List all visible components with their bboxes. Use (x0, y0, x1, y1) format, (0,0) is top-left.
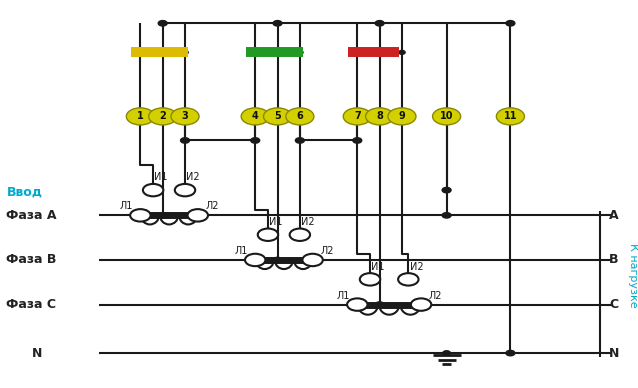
Circle shape (411, 298, 431, 311)
Text: Л1: Л1 (234, 246, 248, 256)
Text: N: N (32, 346, 42, 360)
Text: Л1: Л1 (336, 291, 350, 301)
Text: 6: 6 (297, 111, 303, 121)
Text: И2: И2 (186, 172, 200, 182)
Text: Фаза A: Фаза A (6, 209, 57, 222)
Circle shape (241, 108, 269, 125)
Text: B: B (609, 253, 619, 267)
Circle shape (251, 138, 260, 143)
Circle shape (182, 50, 188, 54)
Circle shape (290, 229, 310, 241)
Circle shape (496, 108, 524, 125)
Text: 8: 8 (376, 111, 383, 121)
Circle shape (286, 108, 314, 125)
Text: И2: И2 (410, 262, 423, 272)
Circle shape (263, 108, 292, 125)
Circle shape (143, 184, 163, 196)
Circle shape (258, 229, 278, 241)
Circle shape (399, 50, 405, 54)
Circle shape (360, 273, 380, 286)
Text: 3: 3 (182, 111, 188, 121)
Circle shape (188, 209, 208, 222)
Circle shape (443, 351, 450, 355)
Text: 11: 11 (503, 111, 517, 121)
Circle shape (245, 254, 265, 266)
Circle shape (388, 108, 416, 125)
Circle shape (302, 254, 323, 266)
Circle shape (442, 213, 451, 218)
Text: 4: 4 (252, 111, 258, 121)
Text: И1: И1 (154, 172, 168, 182)
Circle shape (343, 108, 371, 125)
Text: A: A (609, 209, 619, 222)
Circle shape (295, 138, 304, 143)
Circle shape (158, 213, 167, 218)
Circle shape (347, 298, 367, 311)
Text: Л1: Л1 (119, 201, 133, 211)
Circle shape (158, 21, 167, 26)
Text: 9: 9 (399, 111, 405, 121)
Circle shape (354, 50, 360, 54)
Text: C: C (609, 298, 618, 311)
Text: И1: И1 (371, 262, 385, 272)
Circle shape (353, 138, 362, 143)
Circle shape (252, 50, 258, 54)
Text: Л2: Л2 (320, 246, 334, 256)
Circle shape (126, 108, 154, 125)
Circle shape (137, 50, 144, 54)
Text: N: N (609, 346, 619, 360)
Circle shape (158, 50, 167, 55)
Text: И1: И1 (269, 217, 283, 227)
Text: 5: 5 (274, 111, 281, 121)
Text: Л2: Л2 (205, 201, 219, 211)
Text: Л2: Л2 (429, 291, 442, 301)
Circle shape (398, 273, 419, 286)
Circle shape (297, 50, 303, 54)
Circle shape (171, 108, 199, 125)
Circle shape (506, 21, 515, 26)
Circle shape (130, 209, 151, 222)
Circle shape (366, 108, 394, 125)
Text: 2: 2 (160, 111, 166, 121)
Text: Ввод: Ввод (6, 185, 42, 199)
Circle shape (273, 50, 282, 55)
Circle shape (149, 108, 177, 125)
Circle shape (433, 108, 461, 125)
Circle shape (375, 50, 384, 55)
Text: 10: 10 (440, 111, 454, 121)
Text: 7: 7 (354, 111, 360, 121)
Circle shape (375, 21, 384, 26)
Text: К нагрузке: К нагрузке (628, 243, 638, 308)
Text: Фаза B: Фаза B (6, 253, 57, 267)
Text: 1: 1 (137, 111, 144, 121)
Text: И2: И2 (301, 217, 315, 227)
Circle shape (273, 257, 282, 263)
Circle shape (181, 138, 189, 143)
Circle shape (375, 302, 384, 307)
Circle shape (175, 184, 195, 196)
Text: Фаза C: Фаза C (6, 298, 56, 311)
Circle shape (273, 21, 282, 26)
Circle shape (506, 350, 515, 356)
Circle shape (442, 187, 451, 193)
